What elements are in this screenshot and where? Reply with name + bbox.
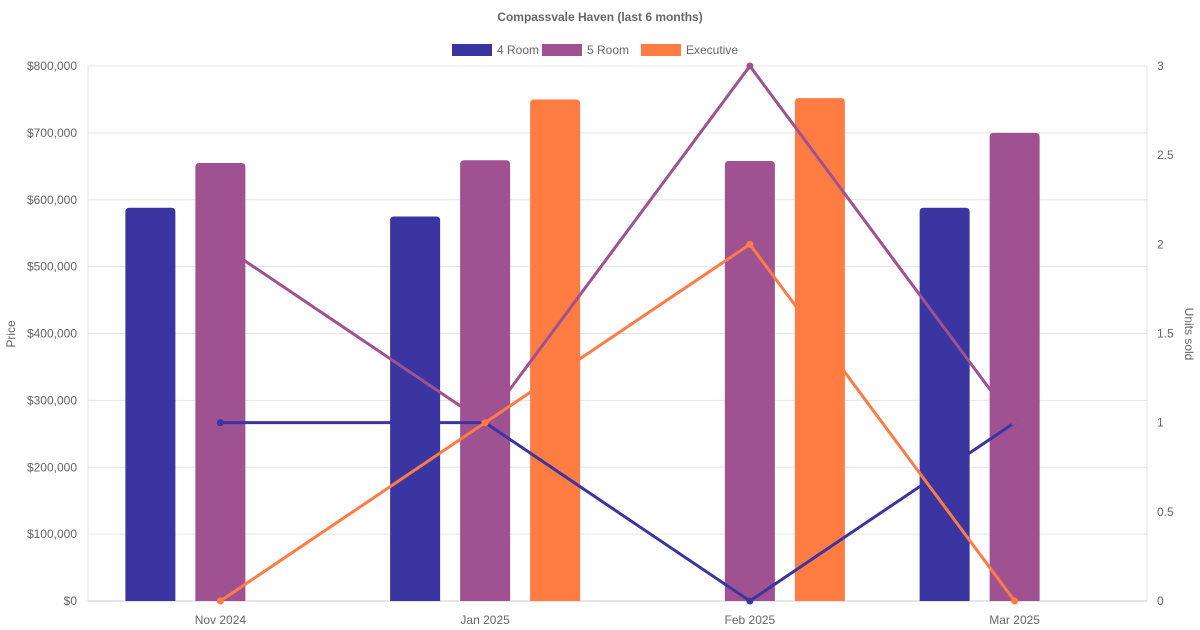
point-executive [481,419,489,427]
bar-4-room [390,216,441,601]
y2-axis-label: Units sold [1182,308,1196,361]
point-5-room [216,240,224,248]
legend-swatch [641,44,681,56]
point-4-room [746,597,754,605]
bar-4-room [919,207,970,601]
y-tick-label: $400,000 [27,327,77,341]
y-tick-label: $700,000 [27,126,77,140]
x-tick-label: Mar 2025 [989,613,1040,627]
bar-5-room [460,160,511,601]
x-tick-label: Jan 2025 [460,613,510,627]
x-tick-label: Feb 2025 [725,613,776,627]
y-tick-label: $200,000 [27,460,77,474]
legend-label: 4 Room [497,43,539,57]
y-tick-label: $300,000 [27,393,77,407]
y-axis-label: Price [4,320,18,348]
y-tick-label: $600,000 [27,193,77,207]
y-tick-label: $500,000 [27,260,77,274]
point-5-room [746,62,754,70]
y2-tick-label: 2 [1157,237,1164,251]
y2-tick-label: 3 [1157,59,1164,73]
x-tick-label: Nov 2024 [195,613,247,627]
y2-tick-label: 2.5 [1157,148,1174,162]
lines [216,62,1019,605]
line-5-room [219,63,1016,425]
y-tick-label: $800,000 [27,59,77,73]
legend-label: Executive [686,43,738,57]
point-4-room [216,419,224,427]
y2-tick-label: 0.5 [1157,505,1174,519]
line-executive [219,242,1016,603]
line-4-room [220,421,1016,603]
y-tick-label: $0 [64,594,78,608]
bar-5-room [989,132,1040,601]
legend-swatch [542,44,582,56]
y-tick-label: $100,000 [27,527,77,541]
y2-tick-label: 1.5 [1157,327,1174,341]
legend: 4 Room 5 Room Executive [452,43,738,57]
legend-swatch [452,44,492,56]
axes: $0 $100,000 $200,000 $300,000 $400,000 $500,0… [27,59,1174,627]
legend-label: 5 Room [587,43,629,57]
point-executive [216,597,224,605]
point-executive [1011,597,1019,605]
bar-5-room [724,160,775,601]
y2-tick-label: 0 [1157,594,1164,608]
bar-4-room [125,207,176,601]
bar-executive [530,99,581,601]
point-5-room [1011,419,1019,427]
bar-executive [794,98,845,601]
bar-5-room [195,162,246,601]
y2-tick-label: 1 [1157,416,1164,430]
point-executive [746,240,754,248]
chart-title: Compassvale Haven (last 6 months) [497,10,702,24]
bars [125,98,1040,601]
